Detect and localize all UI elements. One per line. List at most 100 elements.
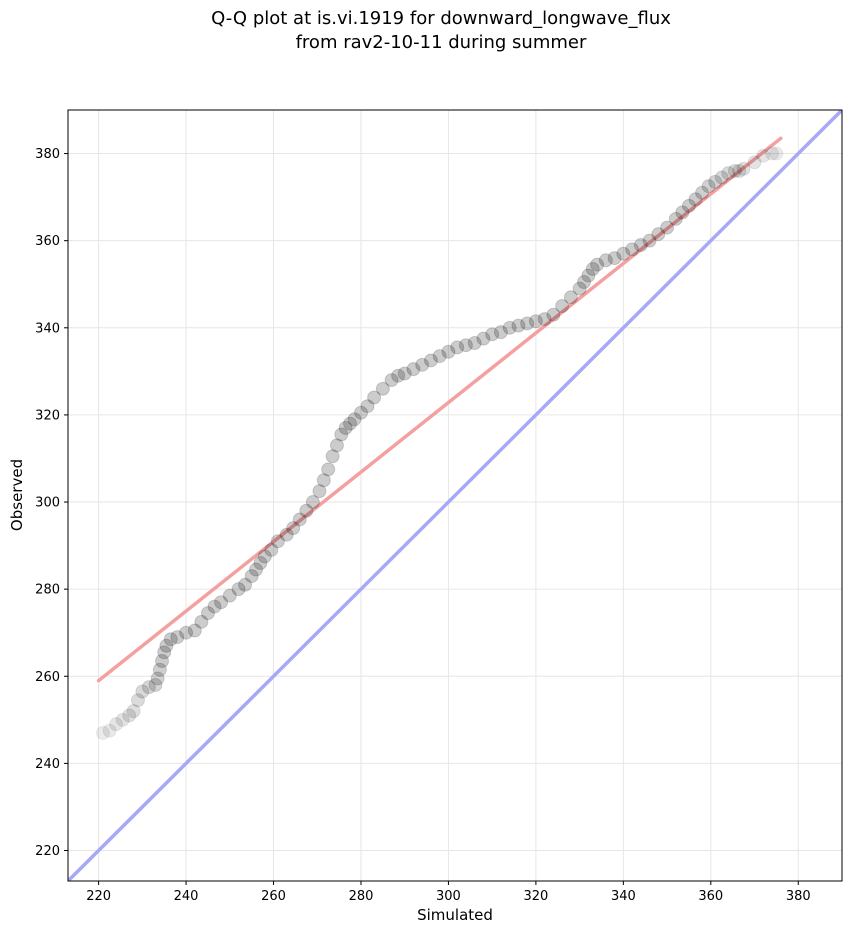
data-point [95, 725, 110, 740]
data-point [432, 349, 447, 364]
data-point [214, 595, 229, 610]
data-point [493, 325, 508, 340]
x-axis-label: Simulated [417, 906, 493, 924]
data-point [155, 654, 170, 669]
y-tick-label: 280 [35, 583, 60, 598]
data-point [537, 312, 552, 327]
data-point [756, 148, 771, 163]
plot-frame [67, 109, 843, 882]
y-tick-label: 220 [35, 844, 60, 859]
data-point [511, 318, 526, 333]
data-point [292, 512, 307, 527]
y-tick-label: 380 [35, 147, 60, 162]
x-tick-label: 240 [174, 889, 199, 904]
data-point [157, 645, 172, 660]
x-tick-label: 320 [523, 889, 548, 904]
data-point [102, 723, 117, 738]
data-point [200, 606, 215, 621]
data-point [299, 503, 314, 518]
data-point [476, 331, 491, 346]
x-tick-label: 300 [436, 889, 461, 904]
data-point [585, 261, 600, 276]
data-point [528, 314, 543, 329]
data-point [714, 170, 729, 185]
data-point [485, 327, 500, 342]
x-tick-label: 340 [611, 889, 636, 904]
data-point [688, 192, 703, 207]
y-tick-label: 340 [35, 321, 60, 336]
chart-title-line-1: Q-Q plot at is.vi.1919 for downward_long… [211, 8, 671, 29]
y-tick-label: 300 [35, 496, 60, 511]
data-point [458, 338, 473, 353]
data-point [555, 299, 570, 314]
data-point [651, 227, 666, 242]
data-point [732, 163, 747, 178]
data-point [338, 420, 353, 435]
data-point [467, 336, 482, 351]
y-tick-label: 360 [35, 234, 60, 249]
data-point [305, 495, 320, 510]
data-point [150, 671, 165, 686]
data-point [701, 179, 716, 194]
data-point [695, 185, 710, 200]
data-point [360, 399, 375, 414]
data-point [187, 623, 202, 638]
data-point [249, 562, 264, 577]
data-point [238, 577, 253, 592]
data-point [675, 205, 690, 220]
data-point [207, 599, 222, 614]
data-point [135, 684, 150, 699]
data-point [253, 556, 268, 571]
data-point [122, 708, 137, 723]
data-point [141, 680, 156, 695]
data-point [441, 344, 456, 359]
data-point [607, 251, 622, 266]
data-point [450, 340, 465, 355]
data-point [708, 174, 723, 189]
data-point [423, 353, 438, 368]
data-point [130, 693, 145, 708]
data-point [325, 449, 340, 464]
data-point [546, 307, 561, 322]
data-point [115, 712, 130, 727]
data-point [660, 220, 675, 235]
x-tick-label: 360 [698, 889, 723, 904]
data-point [286, 521, 301, 536]
data-point [415, 357, 430, 372]
fit-line [96, 136, 783, 683]
x-tick-label: 260 [261, 889, 286, 904]
data-point [343, 416, 358, 431]
data-point [109, 717, 124, 732]
x-tick-label: 220 [86, 889, 111, 904]
data-point [577, 275, 591, 290]
data-point [148, 677, 163, 692]
data-point [264, 542, 279, 557]
data-point [159, 638, 174, 653]
data-point [334, 427, 349, 442]
data-point [222, 588, 237, 603]
data-point [736, 161, 751, 176]
data-point [353, 405, 368, 420]
data-point [321, 462, 336, 477]
scatter-points [95, 146, 784, 740]
data-point [391, 368, 406, 383]
data-point [231, 582, 246, 597]
data-point [170, 630, 185, 645]
data-point [194, 614, 209, 629]
data-point [625, 242, 640, 257]
data-point [668, 211, 683, 226]
data-point [727, 163, 742, 178]
data-point [279, 527, 294, 542]
data-point [152, 662, 167, 677]
data-point [616, 246, 631, 261]
y-axis-label: Observed [8, 459, 26, 531]
data-point [397, 366, 412, 381]
y-tick-label: 260 [35, 670, 60, 685]
chart-title-line-2: from rav2-10-11 during summer [296, 32, 587, 53]
data-point [179, 625, 194, 640]
identity-line [68, 110, 842, 881]
data-point [126, 704, 141, 719]
data-point [765, 146, 780, 161]
x-tick-label: 280 [349, 889, 374, 904]
